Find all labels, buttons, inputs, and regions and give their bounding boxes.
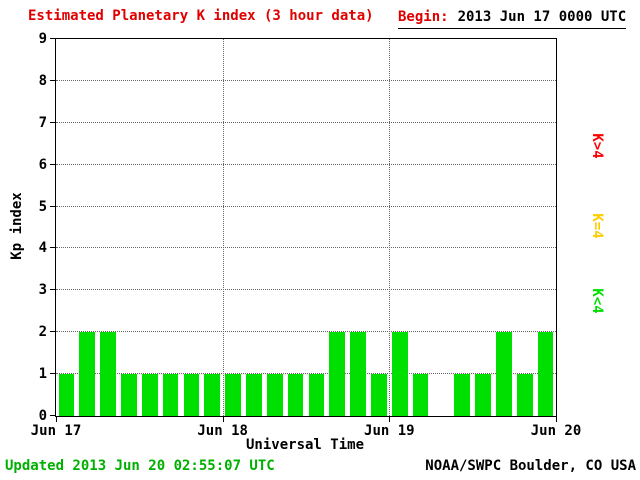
kp-bar	[183, 374, 200, 416]
y-gridline	[56, 247, 556, 249]
kp-bar	[266, 374, 283, 416]
x-tick-label-jun20: Jun 20	[530, 423, 582, 439]
x-tick-label-jun17: Jun 17	[30, 423, 82, 439]
kp-bar	[391, 332, 408, 416]
x-tick-mark	[389, 416, 391, 422]
kp-bar	[537, 332, 554, 416]
y-tick-mark	[50, 163, 56, 165]
x-tick-mark	[222, 416, 224, 422]
kp-bar	[121, 374, 137, 416]
y-gridline	[56, 163, 556, 165]
x-tick-mark	[556, 416, 557, 422]
kp-bar	[496, 332, 512, 416]
y-tick-label: 2	[38, 324, 47, 341]
y-tick-mark	[50, 79, 56, 81]
y-tick-mark	[50, 373, 56, 375]
kp-bar	[287, 374, 304, 416]
chart-title: Estimated Planetary K index (3 hour data…	[28, 8, 374, 24]
y-tick-mark	[50, 205, 56, 207]
y-tick-mark	[50, 289, 56, 291]
y-gridline	[56, 121, 556, 123]
y-gridline	[56, 331, 556, 333]
y-tick-mark	[50, 415, 56, 416]
kp-bar	[204, 374, 221, 416]
kp-bar	[246, 374, 262, 416]
x-axis-title: Universal Time	[245, 437, 365, 453]
y-tick-label: 6	[38, 156, 47, 173]
plot-area: Jun 17 Jun 18 Jun 19 Jun 20 0 1 2 3 4 5 6 7 8 9	[31, 32, 582, 439]
y-axis-title: Kp index	[9, 192, 25, 260]
y-tick-label: 1	[38, 366, 47, 383]
y-tick-mark	[50, 121, 56, 123]
y-gridline	[56, 79, 556, 81]
y-tick-mark	[50, 331, 56, 333]
kp-bar	[475, 374, 491, 416]
kp-bar	[329, 332, 346, 416]
updated-timestamp: Updated 2013 Jun 20 02:55:07 UTC	[5, 458, 275, 474]
y-tick-label: 5	[38, 198, 47, 215]
y-tick-label: 4	[38, 240, 47, 257]
kp-bar	[79, 332, 96, 416]
kp-bar	[371, 374, 387, 416]
y-tick-label: 0	[38, 408, 47, 424]
y-tick-label: 3	[38, 282, 47, 299]
kp-bar	[454, 374, 471, 416]
y-tick-label: 7	[38, 114, 47, 131]
begin-value: 2013 Jun 17 0000 UTC	[457, 9, 627, 25]
x-gridline	[389, 39, 391, 416]
y-gridline	[56, 373, 556, 375]
begin-label: Begin:	[398, 9, 449, 25]
x-gridline	[222, 39, 224, 416]
x-tick-label-jun19: Jun 19	[364, 423, 415, 439]
credit-text: NOAA/SWPC Boulder, CO USA	[425, 458, 636, 474]
y-gridline	[56, 289, 556, 291]
kp-bar	[412, 374, 429, 416]
kp-bar	[225, 374, 241, 416]
y-tick-label: 8	[38, 72, 47, 89]
x-tick-label-jun18: Jun 18	[197, 423, 248, 439]
y-tick-mark	[50, 247, 56, 249]
y-gridline	[56, 205, 556, 207]
y-tick-label: 9	[38, 31, 47, 47]
kp-bar	[350, 332, 366, 416]
y-tick-mark	[50, 38, 56, 39]
legend-k-gt-4: K>4	[589, 133, 605, 159]
legend-k-eq-4: K=4	[589, 213, 605, 239]
kp-bar	[516, 374, 533, 416]
kp-bar	[308, 374, 325, 416]
kp-bar	[100, 332, 116, 416]
kp-bar	[58, 374, 75, 416]
begin-time: Begin: 2013 Jun 17 0000 UTC	[398, 9, 627, 29]
x-tick-mark	[56, 416, 57, 422]
kp-bar	[141, 374, 158, 416]
kp-bar	[162, 374, 179, 416]
legend-k-lt-4: K<4	[589, 288, 605, 314]
